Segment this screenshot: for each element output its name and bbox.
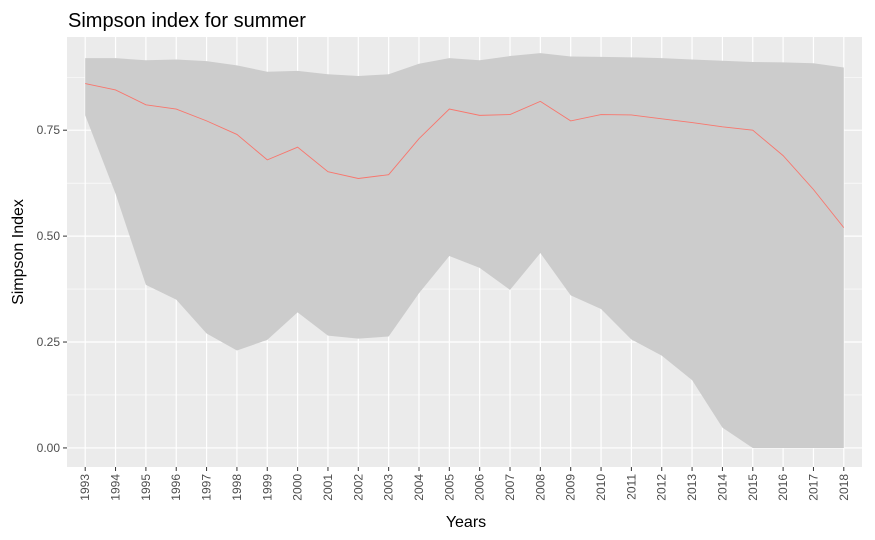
y-tick-label: 0.00 (37, 441, 61, 455)
x-tick-label: 1995 (139, 474, 153, 501)
x-tick-label: 2007 (503, 474, 517, 501)
series-line (85, 83, 845, 228)
x-tick-label: 2002 (351, 474, 365, 501)
x-tick-label: 2001 (321, 474, 335, 501)
x-tick-label: 1996 (169, 474, 183, 501)
x-tick-label: 1998 (230, 474, 244, 501)
x-tick-label: 2006 (473, 474, 487, 501)
chart-title: Simpson index for summer (68, 10, 306, 32)
x-tick-label: 2013 (685, 474, 699, 501)
x-tick-label: 2014 (715, 474, 729, 501)
x-tick-label: 1994 (109, 474, 123, 501)
x-tick-label: 2008 (533, 474, 547, 501)
x-tick-label: 1999 (260, 474, 274, 501)
x-tick-label: 1997 (200, 474, 214, 501)
confidence-ribbon-layer (85, 53, 844, 448)
x-tick-label: 2015 (746, 474, 760, 501)
x-tick-label: 2005 (442, 474, 456, 501)
x-tick-label: 2018 (837, 474, 851, 501)
confidence-ribbon (85, 53, 844, 448)
y-tick-label: 0.75 (37, 123, 61, 137)
x-tick-label: 2010 (594, 474, 608, 501)
x-tick-label: 2011 (624, 474, 638, 500)
x-tick-label: 2004 (412, 474, 426, 501)
x-tick-label: 1993 (78, 474, 92, 501)
x-tick-label: 2000 (291, 474, 305, 501)
y-axis: 0.00 0.25 0.50 0.75 (37, 123, 67, 455)
y-tick-label: 0.50 (37, 229, 61, 243)
y-axis-title: Simpson Index (10, 199, 27, 305)
y-tick-label: 0.25 (37, 335, 61, 349)
x-tick-label: 2009 (564, 474, 578, 501)
x-tick-label: 2016 (776, 474, 790, 501)
series-line-layer (85, 83, 845, 228)
x-tick-label: 2012 (655, 474, 669, 501)
x-axis-title: Years (446, 514, 486, 531)
x-tick-label: 2003 (382, 474, 396, 501)
x-tick-label: 2017 (806, 474, 820, 501)
x-axis: 1993 1994 1995 1996 1997 1998 1999 2000 2001 2002… (78, 467, 851, 501)
